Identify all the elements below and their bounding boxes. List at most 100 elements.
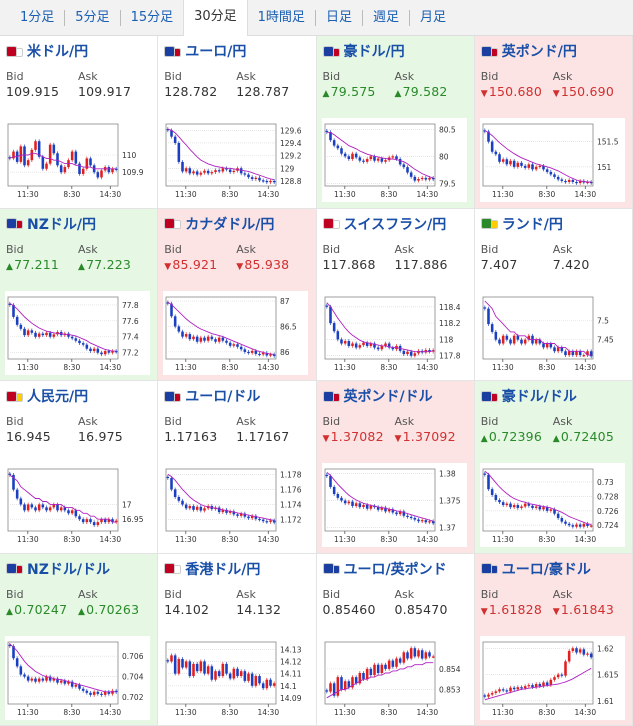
pair-title-link[interactable]: 英ポンド/ドル [323,385,474,407]
tab-1[interactable]: 5分足 [65,0,119,36]
x-tick-label: 14:30 [574,363,596,372]
y-tick-label: 77.4 [122,332,139,341]
candle-body [53,334,56,336]
candle-body [494,152,497,155]
pair-name: カナダドル/円 [185,214,274,234]
candle-body [192,663,195,675]
candle-body [557,347,560,351]
pair-title-link[interactable]: 豪ドル/ドル [481,385,632,407]
candle-body [196,336,199,341]
pair-title-link[interactable]: ユーロ/英ポンド [323,558,474,580]
candle-body [369,506,372,509]
pair-title-link[interactable]: 人民元/円 [6,385,157,407]
pair-title-link[interactable]: ランド/円 [481,213,632,235]
x-tick-label: 14:30 [574,190,596,199]
candle-body [67,510,70,513]
pair-title-link[interactable]: 英ポンド/円 [481,40,632,62]
candle-body [325,475,328,476]
tab-2[interactable]: 15分足 [121,0,184,36]
candle-body [373,156,376,160]
candle-body [214,339,217,342]
candle-body [340,148,343,153]
x-tick-label: 14:30 [416,708,438,717]
candle-body [354,503,357,506]
tab-3[interactable]: 30分足 [183,0,248,36]
x-tick-label: 11:30 [175,535,197,544]
tab-6[interactable]: 週足 [363,0,409,36]
candle-body [273,683,276,685]
pair-title-link[interactable]: カナダドル/円 [164,213,315,235]
pair-title-link[interactable]: ユーロ/円 [164,40,315,62]
candle-body [75,510,78,516]
candle-body [516,335,519,339]
tab-0[interactable]: 1分足 [10,0,64,36]
tab-4[interactable]: 1時間足 [248,0,315,36]
candle-body [185,505,188,509]
x-tick-label: 11:30 [175,190,197,199]
candle-body [233,171,236,172]
candle-body [513,687,516,689]
candle-body [491,324,494,332]
candle-body [571,351,574,355]
pair-name: 豪ドル/円 [344,41,405,61]
y-tick-label: 86.5 [280,322,297,331]
candle-body [557,514,560,518]
bid-price-wrap: 117.868 [323,257,395,273]
candle-body [487,475,490,489]
candle-body [340,339,343,343]
x-tick-label: 8:30 [380,363,397,372]
candle-body [31,504,34,507]
candle-body [531,685,534,687]
y-tick-label: 0.73 [597,478,614,487]
ask-label: Ask [236,588,308,601]
tab-7[interactable]: 月足 [410,0,456,36]
candle-body [424,520,427,522]
candle-body [575,351,578,355]
candle-body [354,154,357,158]
pair-title-link[interactable]: 豪ドル/円 [323,40,474,62]
pair-title-link[interactable]: スイスフラン/円 [323,213,474,235]
candle-body [108,167,111,172]
candle-body [391,660,394,666]
candle-body [409,517,412,518]
bid-price-wrap: ▲0.70247 [6,602,78,618]
ask-price-wrap: ▲0.72405 [553,429,625,445]
candle-body [498,339,501,343]
ask-label: Ask [553,243,625,256]
x-tick-label: 11:30 [333,535,355,544]
candle-body [86,690,89,692]
ask-label: Ask [395,588,467,601]
candle-body [527,164,530,168]
x-tick-label: 14:30 [258,363,280,372]
pair-title-link[interactable]: ユーロ/豪ドル [481,558,632,580]
y-tick-label: 129.6 [280,126,302,135]
candle-body [343,501,346,504]
pair-title-link[interactable]: ユーロ/ドル [164,385,315,407]
y-tick-label: 14.13 [280,645,302,654]
pair-title-link[interactable]: NZドル/ドル [6,558,157,580]
pair-title-link[interactable]: NZドル/円 [6,213,157,235]
tab-5[interactable]: 日足 [316,0,362,36]
pair-title-link[interactable]: 香港ドル/円 [164,558,315,580]
pair-title-link[interactable]: 米ドル/円 [6,40,157,62]
